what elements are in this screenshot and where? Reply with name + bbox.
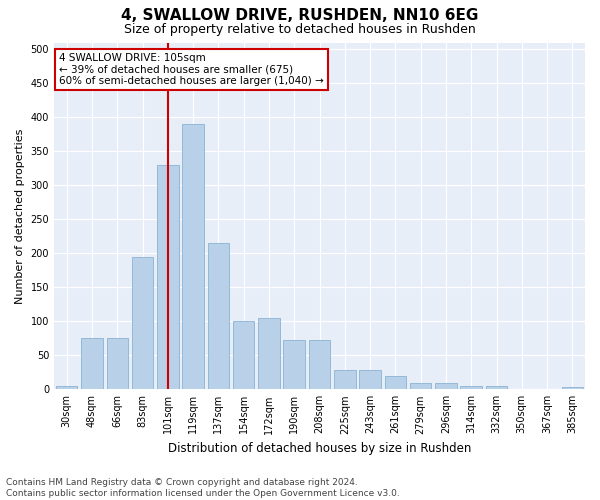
Bar [359, 370, 381, 390]
Bar [182, 124, 204, 390]
Text: 4, SWALLOW DRIVE, RUSHDEN, NN10 6EG: 4, SWALLOW DRIVE, RUSHDEN, NN10 6EG [121, 8, 479, 22]
Bar [385, 376, 406, 390]
Bar [435, 382, 457, 390]
Bar [536, 388, 558, 390]
Bar [334, 370, 356, 390]
Bar [410, 382, 431, 390]
Bar [81, 338, 103, 390]
Text: Contains HM Land Registry data © Crown copyright and database right 2024.
Contai: Contains HM Land Registry data © Crown c… [6, 478, 400, 498]
X-axis label: Distribution of detached houses by size in Rushden: Distribution of detached houses by size … [168, 442, 471, 455]
Y-axis label: Number of detached properties: Number of detached properties [15, 128, 25, 304]
Bar [562, 388, 583, 390]
Bar [132, 256, 153, 390]
Bar [233, 322, 254, 390]
Bar [309, 340, 330, 390]
Bar [283, 340, 305, 390]
Bar [511, 388, 533, 390]
Bar [486, 386, 507, 390]
Text: Size of property relative to detached houses in Rushden: Size of property relative to detached ho… [124, 22, 476, 36]
Bar [157, 165, 179, 390]
Bar [208, 243, 229, 390]
Bar [460, 386, 482, 390]
Bar [258, 318, 280, 390]
Bar [56, 386, 77, 390]
Text: 4 SWALLOW DRIVE: 105sqm
← 39% of detached houses are smaller (675)
60% of semi-d: 4 SWALLOW DRIVE: 105sqm ← 39% of detache… [59, 53, 324, 86]
Bar [107, 338, 128, 390]
